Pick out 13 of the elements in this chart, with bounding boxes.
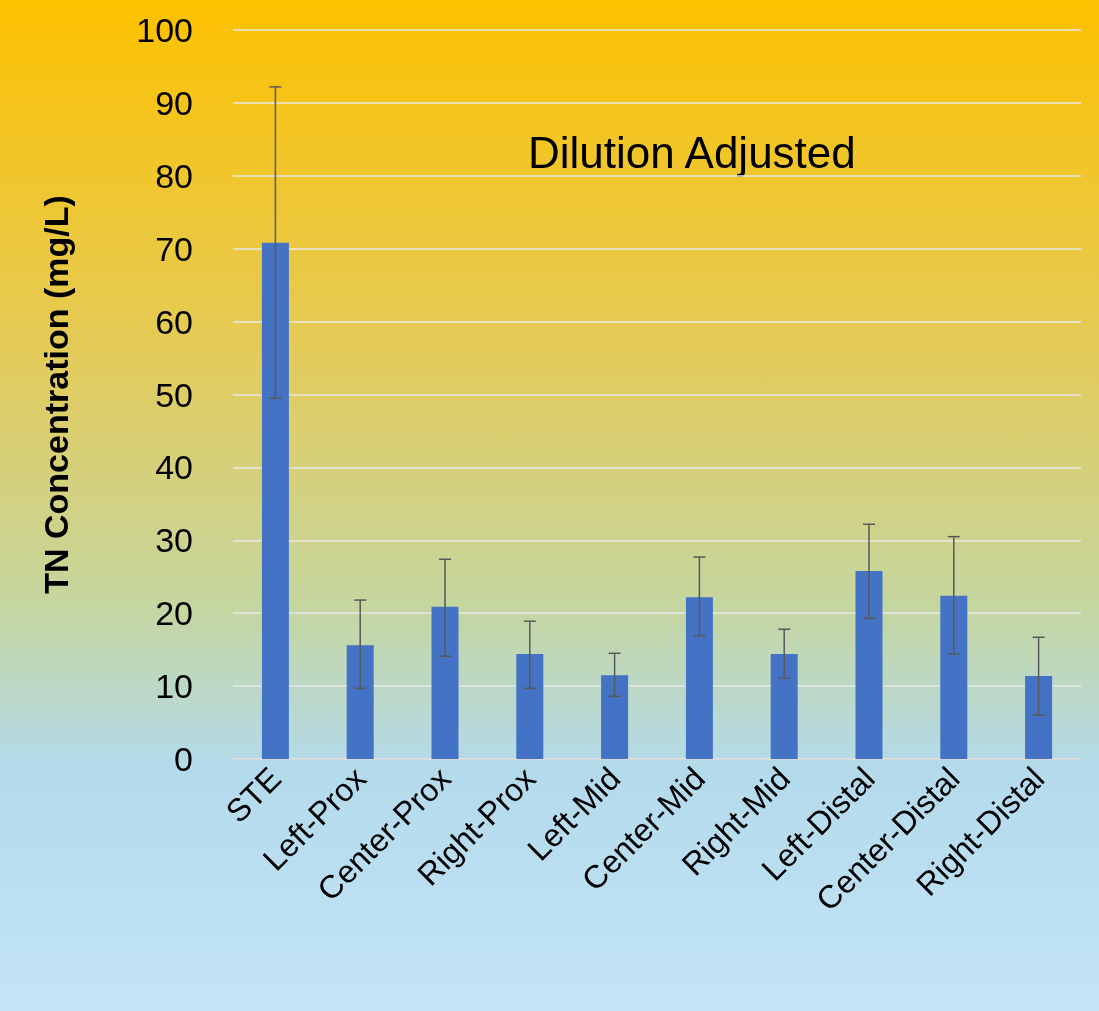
y-tick-label: 40: [155, 448, 193, 487]
y-tick-label: 80: [155, 156, 193, 195]
annotation: Dilution Adjusted: [528, 127, 856, 177]
y-tick-label: 70: [155, 229, 193, 268]
y-tick-label: 20: [155, 594, 193, 633]
y-tick-label: 50: [155, 375, 193, 414]
y-axis-title: TN Concentration (mg/L): [37, 195, 75, 594]
y-tick-label: 90: [155, 83, 193, 122]
y-tick-label: 60: [155, 302, 193, 341]
y-tick-label: 100: [136, 11, 193, 49]
y-tick-label: 10: [155, 667, 193, 706]
y-tick-label: 0: [174, 740, 193, 778]
y-tick-label: 30: [155, 521, 193, 560]
